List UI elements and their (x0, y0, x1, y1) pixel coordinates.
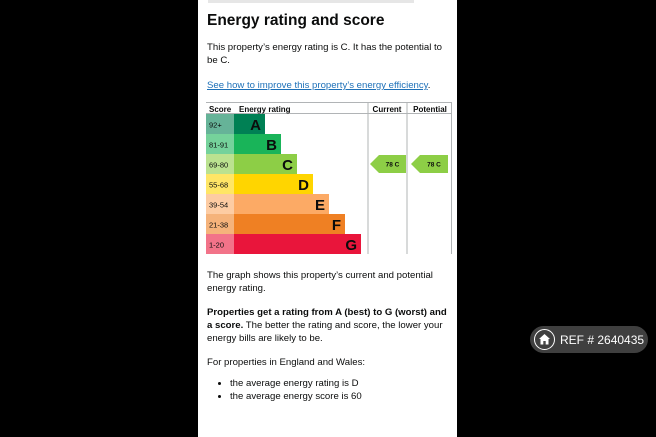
average-score-item: the average energy score is 60 (230, 390, 362, 403)
potential-rating-marker-arrow (411, 155, 448, 173)
band-score-label: 81-91 (209, 141, 228, 150)
potential-rating-marker-label: 78 C (427, 162, 441, 169)
band-score-label: 92+ (209, 121, 222, 130)
improve-paragraph: See how to improve this property’s energ… (207, 79, 453, 92)
potential-rating-marker: 78 C (411, 155, 448, 173)
band-score-label: 1-20 (209, 241, 224, 250)
band-letter: E (315, 197, 325, 214)
current-rating-marker-label: 78 C (386, 162, 400, 169)
average-list: the average energy rating is D the avera… (207, 377, 362, 403)
band-score-cell (206, 234, 234, 254)
band-bar (234, 194, 329, 214)
rating-band-e: 39-54 E (206, 194, 329, 214)
band-score-cell (206, 114, 234, 134)
band-score-label: 55-68 (209, 181, 228, 190)
scale-paragraph: Properties get a rating from A (best) to… (207, 306, 453, 345)
band-bar (234, 234, 361, 254)
rating-band-a: 92+ A (206, 114, 265, 134)
band-letter: A (250, 117, 261, 134)
current-rating-marker-arrow (370, 155, 406, 173)
rating-bands: 92+ A 81-91 B 69-80 C 55-68 D 39-54 E 21-38 F 1-20 G (206, 114, 361, 254)
band-bar (234, 174, 313, 194)
band-score-cell (206, 174, 234, 194)
band-score-cell (206, 194, 234, 214)
header-score: Score (209, 105, 232, 114)
link-suffix: . (427, 80, 431, 91)
graph-description: The graph shows this property’s current … (207, 270, 433, 294)
region-text: For properties in England and Wales: (207, 357, 366, 368)
band-letter: C (282, 157, 293, 174)
band-letter: B (266, 137, 277, 154)
band-score-cell (206, 154, 234, 174)
band-bar (234, 154, 297, 174)
band-score-cell (206, 134, 234, 154)
reference-watermark: REF # 2640435 (530, 326, 648, 353)
header-potential: Potential (413, 105, 447, 114)
current-rating-marker: 78 C (370, 155, 406, 173)
band-score-label: 69-80 (209, 161, 228, 170)
rating-markers: 78 C 78 C (370, 155, 448, 173)
scale-rest-text: The better the rating and score, the low… (207, 320, 443, 344)
top-divider (208, 0, 414, 3)
band-letter: G (345, 237, 357, 254)
energy-rating-panel: Energy rating and score This property’s … (198, 0, 457, 437)
band-bar (234, 134, 281, 154)
header-energy-rating: Energy rating (239, 105, 291, 114)
rating-band-b: 81-91 B (206, 134, 281, 154)
band-bar (234, 114, 265, 134)
band-score-label: 21-38 (209, 221, 228, 230)
reference-text: REF # 2640435 (560, 333, 645, 347)
rating-band-c: 69-80 C (206, 154, 297, 174)
rating-summary: This property’s energy rating is C. It h… (207, 42, 442, 66)
header-current: Current (373, 105, 402, 114)
band-bar (234, 214, 345, 234)
page-title: Energy rating and score (207, 12, 385, 29)
rating-band-f: 21-38 F (206, 214, 345, 234)
energy-rating-chart: Score Energy rating Current Potential 92… (206, 102, 452, 254)
scale-bold-text: Properties get a rating from A (best) to… (207, 307, 447, 331)
average-rating-item: the average energy rating is D (230, 377, 362, 390)
home-icon (534, 329, 555, 350)
band-letter: D (298, 177, 309, 194)
band-score-label: 39-54 (209, 201, 228, 210)
improve-efficiency-link[interactable]: See how to improve this property’s energ… (207, 80, 428, 91)
rating-band-g: 1-20 G (206, 234, 361, 254)
band-letter: F (332, 217, 341, 234)
rating-band-d: 55-68 D (206, 174, 313, 194)
chart-grid (206, 102, 452, 254)
band-score-cell (206, 214, 234, 234)
